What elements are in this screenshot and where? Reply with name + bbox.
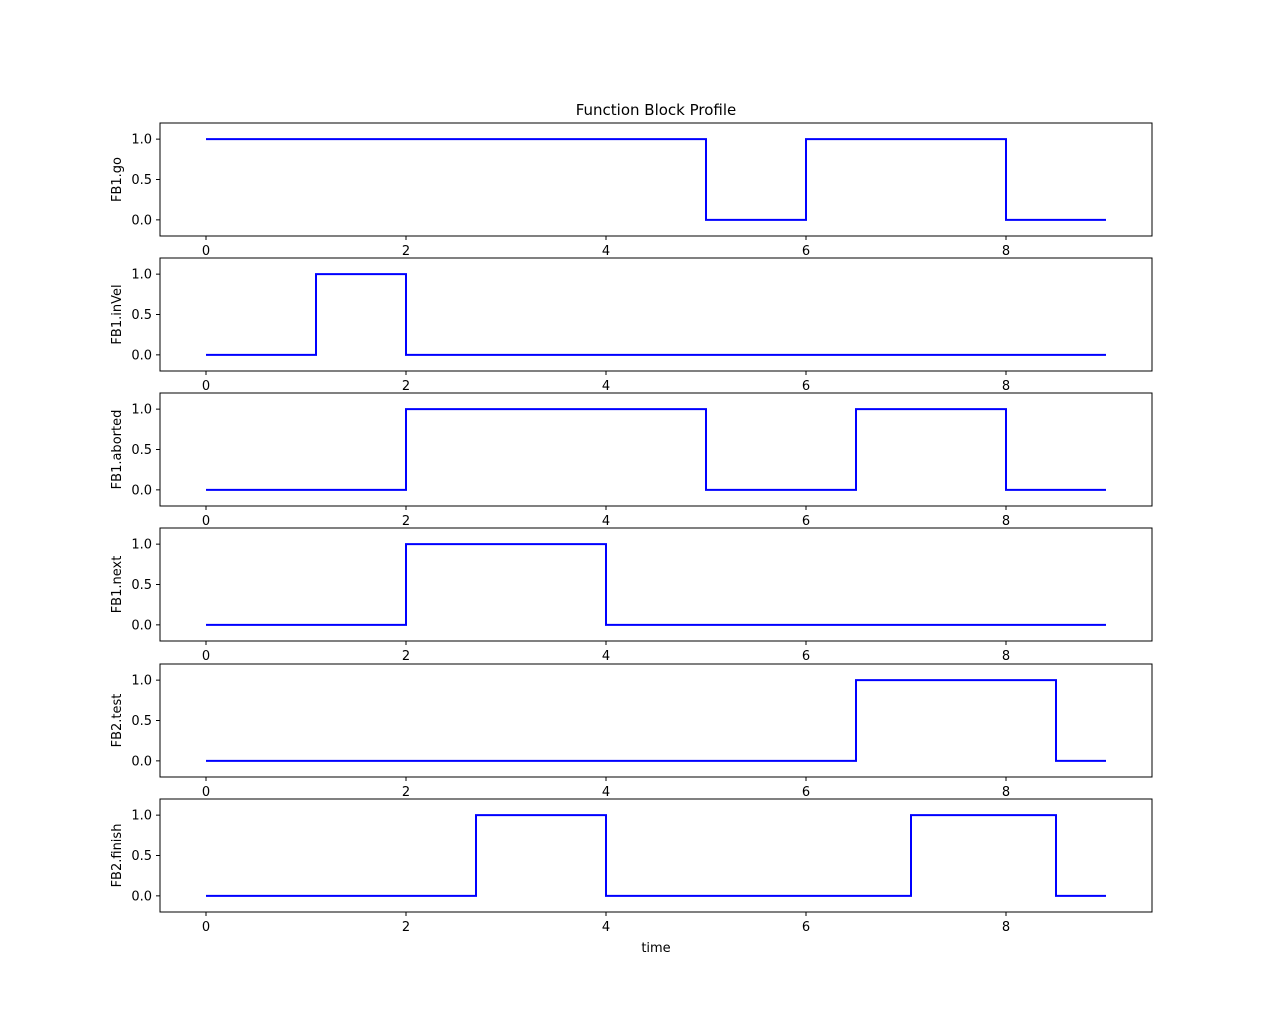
series-line bbox=[206, 543, 1106, 626]
x-tick-label: 0 bbox=[202, 920, 210, 935]
y-tick-label: 0.5 bbox=[131, 443, 152, 458]
x-tick-label: 2 bbox=[402, 379, 410, 394]
subplot-fb1-invel: 0.0 0.5 1.0 0 2 4 6 8 FB1.inVel bbox=[110, 257, 1153, 394]
y-tick-label: 0.0 bbox=[131, 618, 152, 633]
x-tick-label: 8 bbox=[1002, 514, 1010, 529]
x-tick-label: 2 bbox=[402, 649, 410, 664]
subplot-fb1-aborted: 0.0 0.5 1.0 0 2 4 6 8 FB1.aborted bbox=[110, 392, 1153, 529]
subplot-fb1-next: 0.0 0.5 1.0 0 2 4 6 8 FB1.next bbox=[110, 527, 1153, 664]
x-tick-label: 4 bbox=[602, 649, 610, 664]
x-axis-label: time bbox=[641, 941, 670, 956]
x-tick-label: 8 bbox=[1002, 379, 1010, 394]
chart-title: Function Block Profile bbox=[576, 101, 737, 119]
x-tick-label: 8 bbox=[1002, 920, 1010, 935]
y-axis-label: FB1.next bbox=[110, 556, 125, 614]
y-tick-label: 1.0 bbox=[131, 268, 152, 283]
subplot-fb1-go: 0.0 0.5 1.0 0 2 4 6 8 FB1.go bbox=[110, 122, 1153, 259]
series-line bbox=[206, 273, 1106, 356]
y-tick-label: 0.0 bbox=[131, 889, 152, 904]
x-tick-label: 6 bbox=[802, 244, 810, 259]
y-tick-label: 1.0 bbox=[131, 403, 152, 418]
x-tick-label: 0 bbox=[202, 649, 210, 664]
x-tick-label: 2 bbox=[402, 514, 410, 529]
y-axis-label: FB2.finish bbox=[110, 824, 125, 888]
y-axis-label: FB2.test bbox=[110, 694, 125, 748]
series-line bbox=[206, 814, 1106, 897]
x-tick-label: 0 bbox=[202, 379, 210, 394]
y-tick-label: 0.0 bbox=[131, 754, 152, 769]
y-tick-label: 0.0 bbox=[131, 213, 152, 228]
x-tick-label: 0 bbox=[202, 785, 210, 800]
x-tick-label: 8 bbox=[1002, 785, 1010, 800]
series-line bbox=[206, 138, 1106, 221]
x-tick-label: 6 bbox=[802, 920, 810, 935]
axes-frame bbox=[159, 122, 1153, 237]
series-line bbox=[206, 408, 1106, 491]
y-tick-label: 0.5 bbox=[131, 308, 152, 323]
x-tick-label: 4 bbox=[602, 379, 610, 394]
y-tick-label: 0.0 bbox=[131, 348, 152, 363]
y-tick-label: 0.5 bbox=[131, 578, 152, 593]
subplot-fb2-finish: 0.0 0.5 1.0 0 2 4 6 8 FB2.finish bbox=[110, 798, 1153, 935]
x-tick-label: 6 bbox=[802, 379, 810, 394]
y-tick-label: 0.5 bbox=[131, 714, 152, 729]
axes-frame bbox=[159, 663, 1153, 778]
x-tick-label: 0 bbox=[202, 244, 210, 259]
x-tick-label: 8 bbox=[1002, 649, 1010, 664]
y-tick-label: 1.0 bbox=[131, 133, 152, 148]
x-tick-label: 6 bbox=[802, 785, 810, 800]
x-tick-label: 6 bbox=[802, 649, 810, 664]
y-tick-label: 0.0 bbox=[131, 483, 152, 498]
y-axis-label: FB1.go bbox=[110, 157, 125, 202]
y-tick-label: 0.5 bbox=[131, 173, 152, 188]
series-line bbox=[206, 679, 1106, 762]
y-axis-label: FB1.inVel bbox=[110, 284, 125, 344]
x-tick-label: 4 bbox=[602, 514, 610, 529]
x-tick-label: 4 bbox=[602, 785, 610, 800]
x-tick-label: 4 bbox=[602, 244, 610, 259]
x-tick-label: 2 bbox=[402, 920, 410, 935]
subplot-fb2-test: 0.0 0.5 1.0 0 2 4 6 8 FB2.test bbox=[110, 663, 1153, 800]
y-tick-label: 1.0 bbox=[131, 674, 152, 689]
axes-frame bbox=[159, 527, 1153, 642]
axes-frame bbox=[159, 392, 1153, 507]
x-tick-label: 6 bbox=[802, 514, 810, 529]
x-tick-label: 2 bbox=[402, 244, 410, 259]
x-tick-label: 0 bbox=[202, 514, 210, 529]
axes-frame bbox=[159, 798, 1153, 913]
x-tick-label: 8 bbox=[1002, 244, 1010, 259]
y-tick-label: 1.0 bbox=[131, 809, 152, 824]
axes-frame bbox=[159, 257, 1153, 372]
x-tick-label: 2 bbox=[402, 785, 410, 800]
x-tick-label: 4 bbox=[602, 920, 610, 935]
y-tick-label: 0.5 bbox=[131, 849, 152, 864]
y-tick-label: 1.0 bbox=[131, 538, 152, 553]
y-axis-label: FB1.aborted bbox=[110, 410, 125, 490]
